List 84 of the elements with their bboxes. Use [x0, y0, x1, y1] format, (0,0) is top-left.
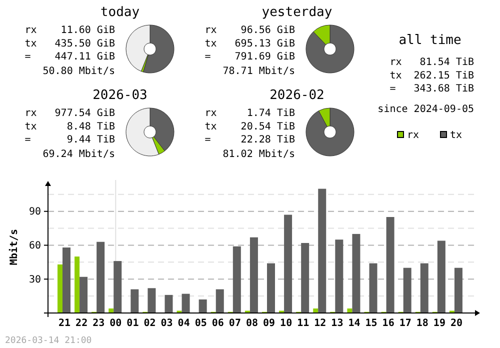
- x-tick-label: 08: [246, 318, 258, 330]
- bar: [80, 276, 88, 313]
- x-tick-label: 19: [433, 318, 446, 330]
- x-tick-label: 14: [348, 318, 360, 330]
- bar: [130, 289, 139, 313]
- bar: [318, 188, 326, 313]
- bar: [454, 268, 462, 313]
- x-tick-label: 01: [126, 318, 139, 330]
- bar: [420, 263, 428, 313]
- x-tick-label: 05: [194, 318, 207, 330]
- chart-title: yesterday: [262, 5, 332, 20]
- text: tx 695.13 GiB: [204, 38, 295, 50]
- donut-slice: [306, 24, 354, 74]
- bar: [62, 248, 70, 313]
- bar: [216, 289, 224, 313]
- x-tick-label: 02: [144, 318, 156, 330]
- bar: [335, 240, 344, 313]
- bar: [198, 299, 207, 313]
- x-tick-label: 00: [110, 318, 122, 330]
- chart-title: 2026-03: [92, 88, 148, 103]
- bar: [114, 261, 122, 313]
- bar: [250, 237, 258, 313]
- text: tx 8.48 TiB: [24, 121, 115, 132]
- text: since 2024-09-05: [378, 104, 474, 115]
- x-tick-label: 20: [450, 318, 463, 330]
- text: rx 1.74 TiB: [204, 108, 295, 119]
- donut-slice: [306, 108, 354, 156]
- x-tick-label: 07: [228, 318, 241, 330]
- legend-label: tx: [450, 130, 462, 141]
- text: = 22.28 TiB: [204, 134, 295, 146]
- x-tick-label: 22: [76, 318, 88, 330]
- x-tick-label: 04: [178, 318, 190, 330]
- x-tick-label: 21: [58, 318, 71, 330]
- bar: [182, 294, 190, 313]
- x-tick-label: 11: [297, 318, 310, 330]
- bar: [58, 264, 62, 313]
- x-tick-label: 06: [212, 318, 224, 330]
- bar: [284, 214, 292, 313]
- x-tick-label: 10: [280, 318, 292, 330]
- x-tick-label: 18: [416, 318, 428, 330]
- x-tick-label: 13: [331, 318, 344, 330]
- bar: [352, 234, 360, 313]
- bar: [164, 294, 173, 313]
- text: 2026-03-14 21:00: [5, 336, 92, 346]
- bar: [96, 242, 105, 313]
- y-tick-label: 60: [28, 240, 41, 252]
- text: = 343.68 TiB: [390, 84, 474, 95]
- x-tick-label: 09: [262, 318, 276, 330]
- text: rx 11.60 GiB: [24, 25, 115, 36]
- y-tick-label: 30: [28, 274, 41, 286]
- text: rx 96.56 GiB: [204, 25, 295, 36]
- text: rx 81.54 TiB: [390, 57, 474, 68]
- x-tick-label: 16: [382, 318, 394, 330]
- y-axis-title: Mbit/s: [8, 228, 20, 266]
- text: tx 20.54 TiB: [204, 121, 295, 132]
- bar: [301, 242, 310, 313]
- x-tick-label: 23: [92, 318, 105, 330]
- x-tick-label: 03: [160, 318, 173, 330]
- text: rx 977.54 GiB: [24, 108, 115, 119]
- x-tick-label: 17: [399, 318, 412, 330]
- chart-title: today: [100, 5, 140, 20]
- text: = 447.11 GiB: [24, 52, 115, 63]
- text: all time: [398, 33, 462, 48]
- x-tick-label: 12: [314, 318, 326, 330]
- bar: [403, 268, 412, 313]
- chart-title: 2026-02: [270, 88, 324, 103]
- text: 78.71 Mbit/s: [222, 66, 295, 77]
- text: tx 262.15 TiB: [390, 70, 474, 82]
- y-tick-label: 90: [28, 206, 41, 218]
- text: = 9.44 TiB: [24, 134, 115, 146]
- text: 50.80 Mbit/s: [42, 66, 115, 77]
- bar: [267, 263, 275, 313]
- text: 69.24 Mbit/s: [42, 148, 115, 160]
- bar: [74, 256, 80, 313]
- text: tx 435.50 GiB: [24, 38, 115, 50]
- bar: [386, 217, 394, 313]
- bar: [437, 240, 446, 313]
- bar: [369, 263, 378, 313]
- bar: [148, 288, 156, 313]
- x-tick-label: 15: [365, 318, 378, 330]
- text: = 791.69 GiB: [204, 52, 295, 63]
- legend-label: rx: [407, 130, 420, 141]
- text: 81.02 Mbit/s: [222, 148, 295, 160]
- bar: [232, 246, 241, 313]
